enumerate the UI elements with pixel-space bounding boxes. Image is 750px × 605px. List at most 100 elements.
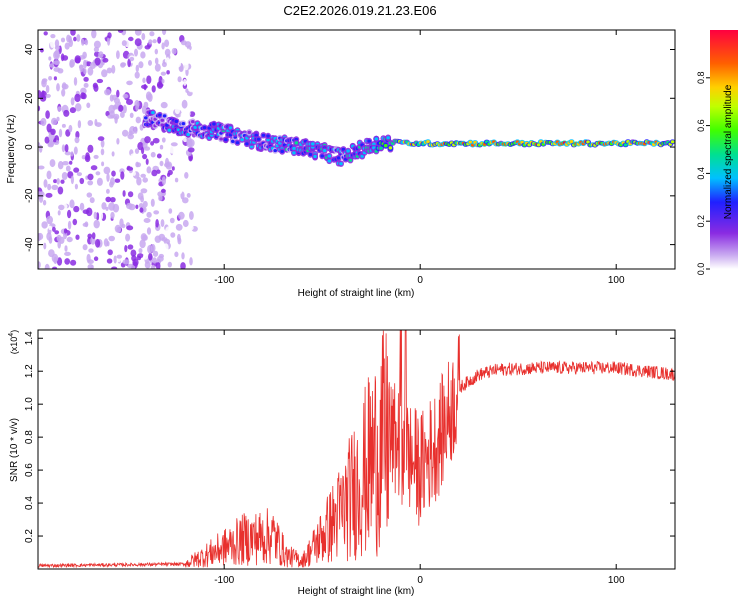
spectrogram-cell [164, 48, 171, 57]
spectrogram-cell [57, 186, 64, 195]
spectrogram-cell [160, 219, 165, 228]
spectrogram-cell [165, 157, 169, 167]
spectrogram-cell [367, 139, 372, 143]
spectrogram-cell [160, 188, 166, 193]
snr-y-tick-label: 1.2 [24, 364, 35, 378]
spectrogram-cell [146, 166, 152, 174]
spectrogram-cell [45, 110, 50, 119]
spectrogram-cell [111, 170, 116, 177]
spectrogram-cell [143, 101, 149, 109]
spectrogram-cell [67, 209, 72, 219]
spectrogram-cell [43, 31, 48, 36]
spectrogram-cell [106, 67, 113, 74]
spectrogram-cell [189, 257, 193, 266]
spectrogram-cell [179, 181, 185, 187]
spectrogram-cell [142, 253, 149, 260]
spectrogram-cell [120, 111, 125, 118]
spectrogram-cell [172, 160, 178, 167]
spectrogram-cell [154, 235, 162, 243]
spectrogram-cell [93, 219, 100, 229]
spectrogram-cell [311, 142, 315, 146]
spectrogram-cell [45, 85, 50, 93]
spectrogram-cell [87, 144, 94, 153]
spectrogram-cell [157, 255, 164, 262]
spectrogram-cell [129, 56, 135, 62]
spectrogram-cell [117, 30, 124, 33]
spectrogram-cell [107, 36, 111, 46]
spectrogram-cell [151, 169, 158, 177]
colorbar-tick-label: 0.0 [696, 263, 706, 276]
spectrogram-cell [147, 244, 153, 254]
spectrogram-cell [87, 173, 94, 181]
spectrogram-cell [51, 253, 59, 263]
spectrogram-cell [70, 259, 77, 266]
spectrogram-cell [178, 161, 185, 169]
spectrogram-cell [39, 94, 47, 102]
spectrogram-y-tick-label: 40 [24, 44, 35, 56]
spectrogram-cell [97, 112, 102, 121]
spectrogram-cell [91, 232, 96, 240]
spectrogram-cell [178, 187, 183, 194]
spectrogram-cell [48, 225, 52, 230]
spectrogram-cell [126, 225, 134, 231]
spectrogram-cell [116, 50, 120, 60]
spectrogram-cell [142, 77, 146, 84]
spectrogram-cell [75, 234, 80, 240]
spectrogram-cell [108, 123, 114, 132]
spectrogram-cell [148, 252, 153, 261]
spectrogram-cell [224, 138, 228, 142]
spectrogram-cell [89, 197, 95, 204]
spectrogram-cell [111, 151, 115, 157]
spectrogram-cell [166, 152, 171, 160]
spectrogram-cell [153, 210, 160, 215]
spectrogram-cell [157, 191, 164, 197]
spectrogram-cell [46, 215, 53, 225]
spectrogram-cell [84, 154, 91, 163]
spectrogram-cell [161, 79, 165, 84]
spectrogram-cell [170, 232, 176, 238]
figure-title: C2E2.2026.019.21.23.E06 [283, 3, 436, 18]
spectrogram-cell [181, 99, 188, 109]
spectrogram-cell [86, 102, 91, 109]
spectrogram-cell [188, 85, 195, 93]
spectrogram-cell [158, 75, 163, 85]
spectrogram-cell [184, 172, 189, 179]
spectrogram-cell [93, 40, 101, 49]
spectrogram-cell [76, 172, 82, 177]
spectrogram-cell [383, 144, 388, 148]
spectrogram-cell [155, 219, 159, 228]
spectrogram-cell [193, 125, 197, 129]
spectrogram-cell [38, 142, 41, 147]
spectrogram-cell [38, 90, 42, 99]
spectrogram-cell [112, 104, 118, 110]
spectrogram-cell [72, 218, 78, 226]
spectrogram-cell [154, 48, 158, 55]
spectrogram-cell [327, 159, 332, 163]
spectrogram-cell [134, 38, 142, 47]
spectrogram-cell [138, 248, 143, 254]
spectrogram-cell [43, 242, 47, 250]
spectrogram-cell [126, 80, 133, 86]
spectrogram-cell [112, 203, 120, 213]
spectrogram-cell [73, 36, 77, 42]
spectrogram-cell [111, 266, 118, 269]
spectrogram-cell [62, 161, 69, 166]
colorbar: 0.0 0.2 0.4 0.6 0.8 Normalized spectral ampl… [696, 30, 738, 275]
spectrogram-cell [360, 154, 365, 158]
spectrogram-cell [41, 78, 48, 83]
colorbar-ticks: 0.0 0.2 0.4 0.6 0.8 [696, 72, 710, 276]
spectrogram-y-axis-label: Frequency (Hz) [6, 115, 17, 184]
spectrogram-cell [56, 234, 62, 242]
spectrogram-cell [623, 143, 628, 147]
spectrogram-cell [50, 128, 56, 135]
spectrogram-cell [74, 136, 80, 144]
spectrogram-cell [219, 137, 223, 141]
spectrogram-cell [152, 257, 157, 264]
spectrogram-cell [188, 139, 195, 147]
spectrogram-cell [143, 146, 151, 151]
spectrogram-cell [189, 111, 196, 117]
spectrogram-cell [64, 251, 71, 256]
spectrogram-cell [127, 133, 134, 140]
spectrogram-cell [93, 84, 99, 92]
spectrogram-cell [87, 259, 94, 265]
